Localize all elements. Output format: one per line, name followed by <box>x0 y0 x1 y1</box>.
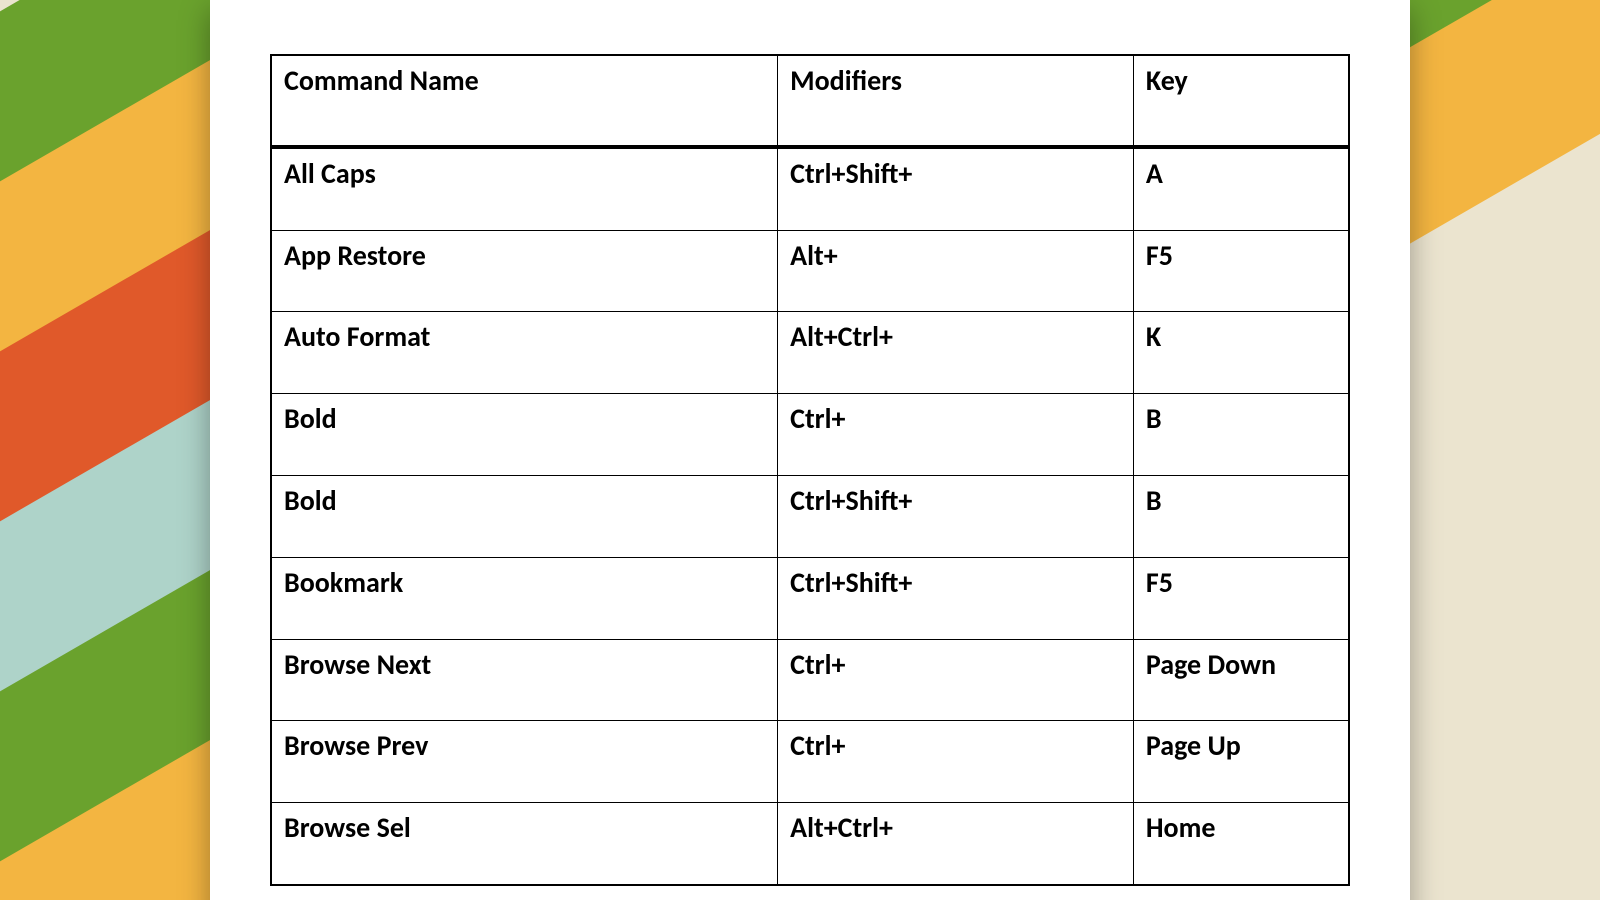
cell-modifiers: Ctrl+Shift+ <box>778 557 1134 639</box>
table-row: All CapsCtrl+Shift+A <box>271 147 1349 230</box>
cell-modifiers: Ctrl+Shift+ <box>778 147 1134 230</box>
col-header-modifiers: Modifiers <box>778 55 1134 147</box>
table-header-row: Command Name Modifiers Key <box>271 55 1349 147</box>
cell-modifiers: Alt+ <box>778 230 1134 312</box>
cell-key: Page Up <box>1133 721 1349 803</box>
table-row: App RestoreAlt+F5 <box>271 230 1349 312</box>
cell-key: B <box>1133 475 1349 557</box>
col-header-key: Key <box>1133 55 1349 147</box>
cell-key: F5 <box>1133 230 1349 312</box>
cell-modifiers: Ctrl+ <box>778 721 1134 803</box>
table-row: BookmarkCtrl+Shift+F5 <box>271 557 1349 639</box>
cell-command: Browse Prev <box>271 721 778 803</box>
table-row: BoldCtrl+Shift+B <box>271 475 1349 557</box>
cell-command: All Caps <box>271 147 778 230</box>
col-header-command: Command Name <box>271 55 778 147</box>
cell-key: F5 <box>1133 557 1349 639</box>
cell-command: Auto Format <box>271 312 778 394</box>
table-row: Auto FormatAlt+Ctrl+K <box>271 312 1349 394</box>
cell-modifiers: Ctrl+ <box>778 394 1134 476</box>
cell-modifiers: Ctrl+ <box>778 639 1134 721</box>
table-row: Browse PrevCtrl+Page Up <box>271 721 1349 803</box>
table-row: Browse SelAlt+Ctrl+Home <box>271 803 1349 885</box>
cell-key: A <box>1133 147 1349 230</box>
cell-modifiers: Ctrl+Shift+ <box>778 475 1134 557</box>
cell-command: Bookmark <box>271 557 778 639</box>
cell-modifiers: Alt+Ctrl+ <box>778 312 1134 394</box>
table-row: Browse NextCtrl+Page Down <box>271 639 1349 721</box>
cell-command: Browse Next <box>271 639 778 721</box>
cell-key: K <box>1133 312 1349 394</box>
cell-key: B <box>1133 394 1349 476</box>
cell-command: Browse Sel <box>271 803 778 885</box>
stage: Command Name Modifiers Key All CapsCtrl+… <box>0 0 1600 900</box>
cell-key: Home <box>1133 803 1349 885</box>
table-row: BoldCtrl+B <box>271 394 1349 476</box>
cell-command: App Restore <box>271 230 778 312</box>
cell-command: Bold <box>271 394 778 476</box>
document-page: Command Name Modifiers Key All CapsCtrl+… <box>210 0 1410 900</box>
shortcuts-table: Command Name Modifiers Key All CapsCtrl+… <box>270 54 1350 886</box>
cell-command: Bold <box>271 475 778 557</box>
cell-modifiers: Alt+Ctrl+ <box>778 803 1134 885</box>
cell-key: Page Down <box>1133 639 1349 721</box>
